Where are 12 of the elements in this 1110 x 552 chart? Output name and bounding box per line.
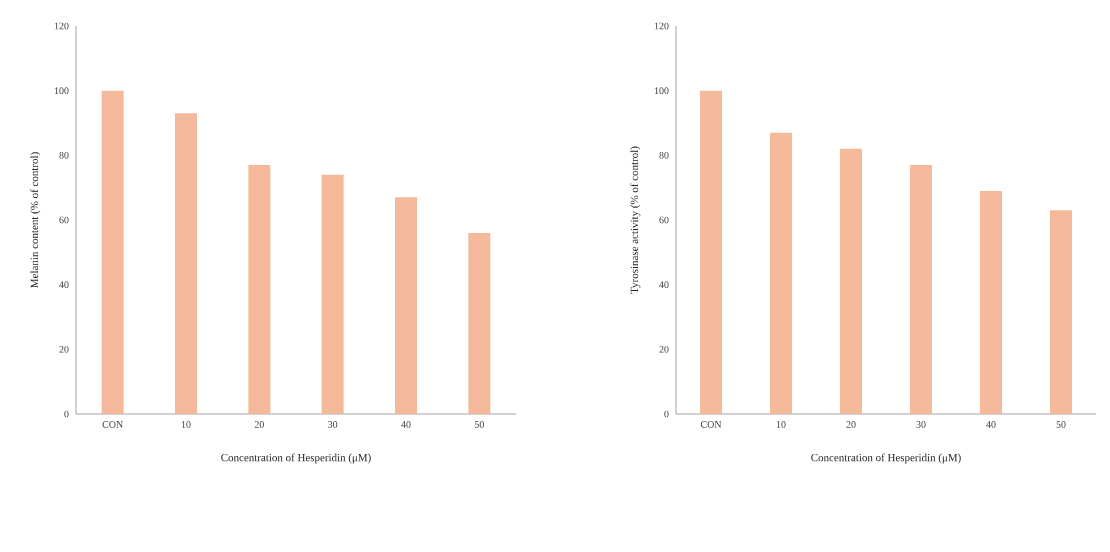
bar — [101, 90, 124, 414]
bar — [321, 174, 344, 414]
bar — [175, 113, 197, 414]
bar — [1050, 210, 1072, 414]
bar — [248, 165, 271, 414]
bar — [980, 190, 1002, 414]
bar — [394, 197, 417, 414]
bar — [700, 90, 723, 414]
bar — [840, 148, 863, 414]
bar — [910, 165, 933, 414]
bar — [468, 232, 491, 414]
bar — [770, 132, 793, 414]
